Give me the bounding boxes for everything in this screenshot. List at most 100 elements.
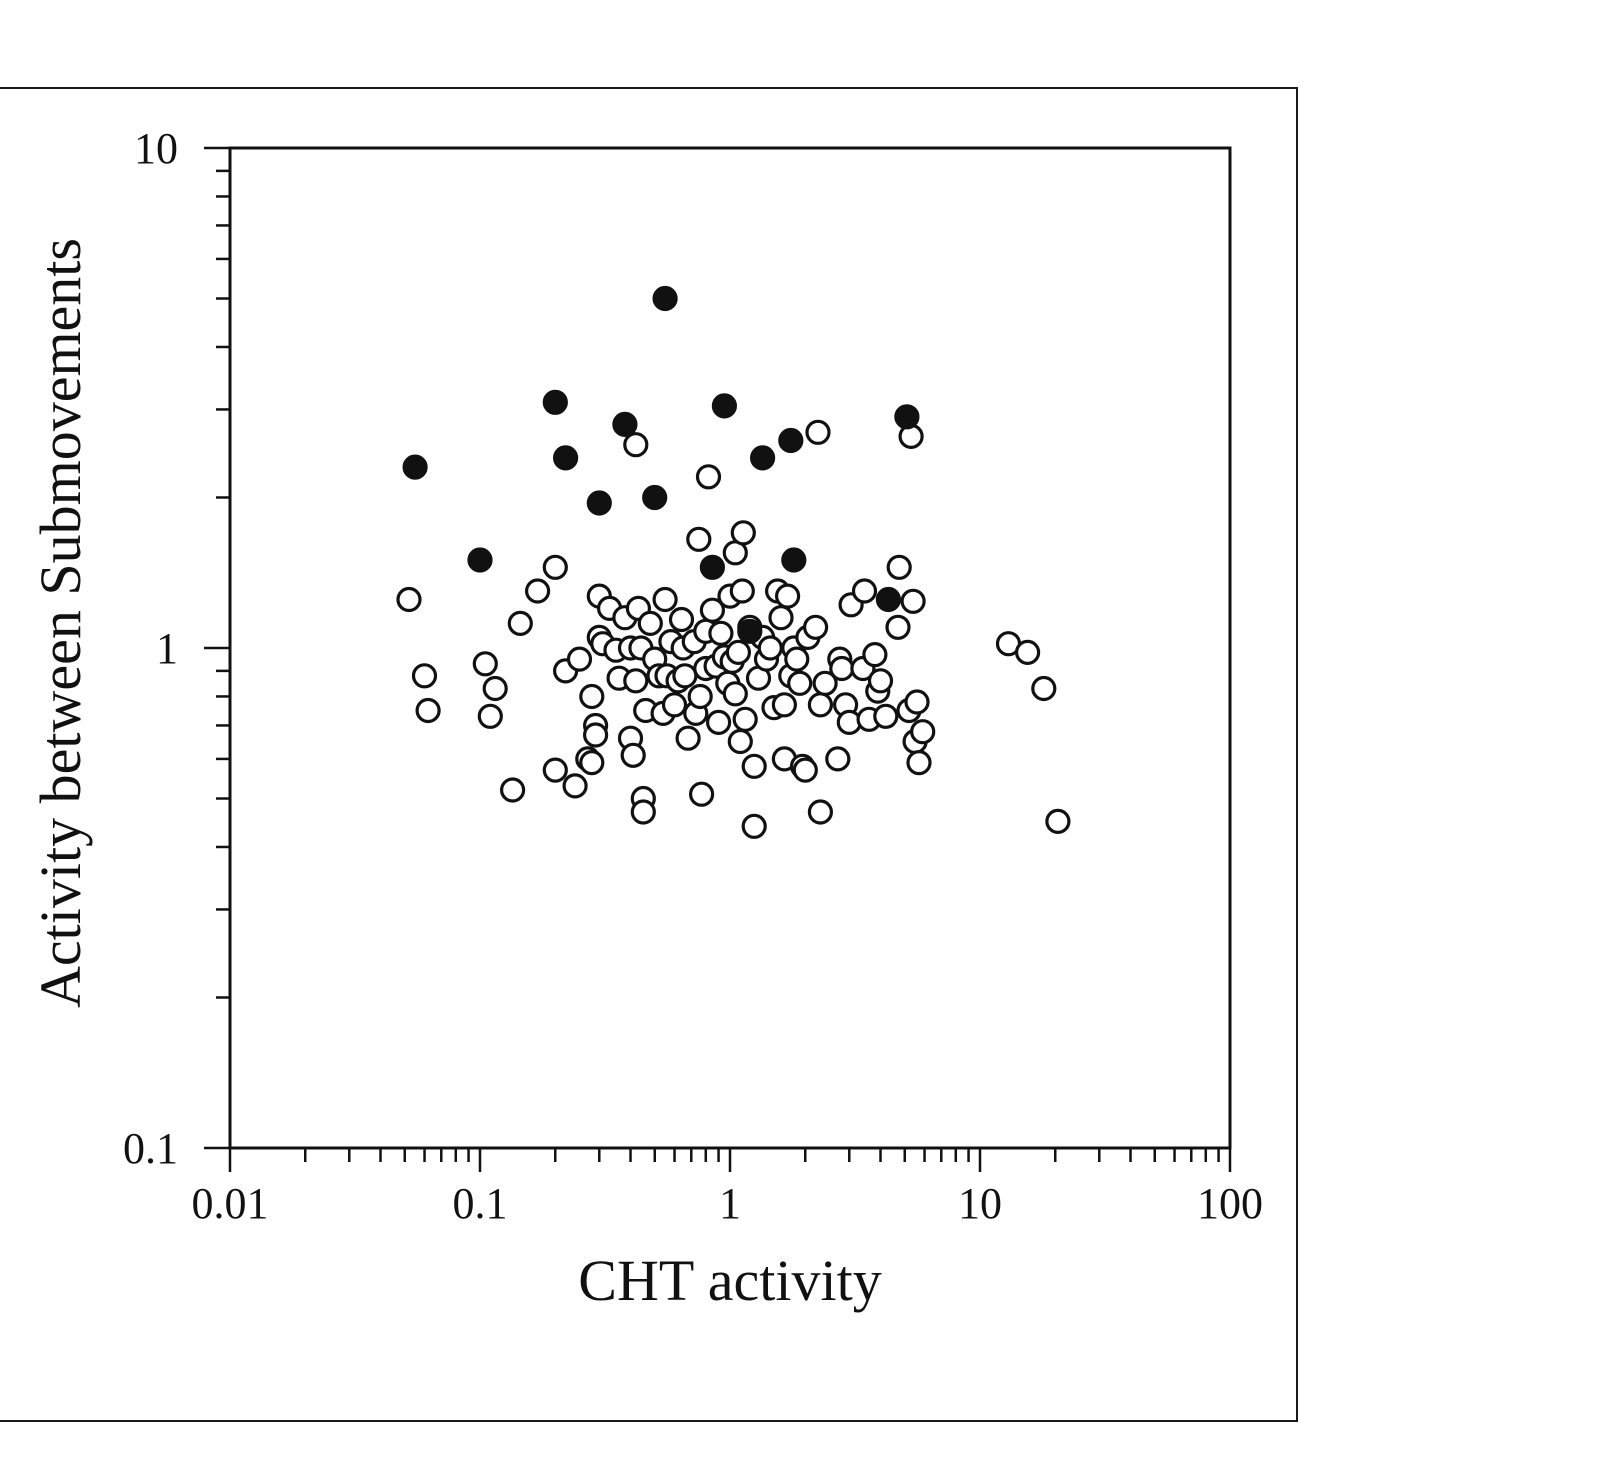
open-data-point [825, 746, 851, 772]
open-data-point [542, 757, 568, 783]
x-tick-label: 10 [958, 1179, 1002, 1228]
open-data-point [862, 641, 888, 668]
open-data-point [900, 588, 926, 614]
open-data-point [623, 432, 649, 458]
open-data-point [732, 706, 758, 732]
open-data-point [867, 668, 894, 694]
open-data-point [686, 526, 712, 552]
open-data-point [792, 757, 818, 783]
filled-data-point [467, 547, 493, 573]
open-data-point [668, 606, 695, 633]
open-data-point [415, 697, 441, 724]
filled-data-point [612, 411, 638, 437]
open-data-point [774, 583, 801, 609]
open-data-point [741, 813, 767, 839]
open-data-point [886, 554, 912, 580]
filled-data-point [642, 484, 668, 511]
filled-data-point [749, 445, 776, 471]
open-data-point [805, 419, 831, 445]
open-data-point [695, 464, 722, 490]
filled-data-point [737, 618, 763, 644]
open-data-point [620, 742, 646, 768]
open-data-point [566, 646, 593, 672]
open-data-point [687, 683, 713, 710]
open-data-point [829, 655, 855, 682]
open-data-point [472, 651, 498, 677]
open-data-point [741, 753, 767, 779]
filled-data-point [781, 547, 807, 573]
filled-data-point [542, 389, 568, 415]
open-data-point [623, 668, 649, 694]
x-tick-label: 1 [719, 1179, 741, 1228]
open-data-point [542, 554, 568, 580]
filled-data-point [875, 586, 902, 613]
open-data-point [524, 578, 551, 604]
filled-data-point [699, 554, 726, 580]
x-tick-label: 100 [1197, 1179, 1263, 1228]
filled-data-point [778, 427, 804, 454]
open-data-point [771, 692, 798, 718]
x-tick-label: 0.1 [453, 1179, 508, 1228]
open-data-point [768, 605, 794, 631]
open-data-point [708, 620, 734, 646]
open-data-point [705, 709, 732, 736]
y-tick-label: 10 [134, 124, 178, 173]
open-data-point [499, 777, 526, 803]
open-data-point [727, 728, 753, 755]
open-data-point [851, 578, 878, 604]
open-data-point [672, 663, 698, 689]
open-data-point [630, 799, 656, 825]
open-data-point [562, 773, 588, 799]
open-data-point [477, 703, 503, 729]
y-axis-label: Activity between Submovements [28, 238, 93, 1008]
open-data-point [582, 722, 609, 748]
open-data-point [396, 586, 422, 613]
tick-marks [204, 146, 1232, 1172]
open-data-point [661, 692, 688, 718]
open-data-point [807, 799, 834, 825]
x-tick-label: 0.01 [192, 1179, 269, 1228]
open-data-point [906, 749, 932, 776]
open-data-point [812, 670, 838, 696]
open-data-point [652, 586, 678, 613]
filled-data-point [586, 490, 612, 516]
open-data-point [675, 725, 701, 751]
y-tick-labels: 0.1 1 10 [123, 124, 178, 1173]
filled-data-point [402, 454, 428, 480]
open-data-point [725, 639, 752, 666]
open-data-point [730, 520, 756, 546]
data-points [396, 285, 1071, 839]
open-data-point [729, 578, 755, 604]
open-data-point [1014, 639, 1041, 666]
x-axis-label: CHT activity [578, 1248, 881, 1313]
open-data-point [885, 614, 911, 640]
open-data-point [699, 597, 726, 623]
open-data-point [688, 781, 715, 807]
open-data-point [873, 703, 899, 729]
open-data-point [722, 681, 748, 707]
filled-data-point [552, 445, 579, 471]
x-tick-labels: 0.01 0.1 1 10 100 [192, 1179, 1264, 1228]
open-data-point [1045, 808, 1071, 835]
y-tick-label: 1 [156, 624, 178, 673]
y-tick-label: 0.1 [123, 1124, 178, 1173]
open-data-point [579, 749, 605, 776]
open-data-point [482, 675, 508, 702]
filled-data-point [711, 393, 738, 419]
open-data-point [787, 670, 813, 696]
open-data-point [910, 719, 936, 745]
open-data-point [904, 689, 930, 715]
open-data-point [757, 635, 783, 661]
open-data-point [507, 610, 533, 637]
filled-data-point [652, 285, 678, 312]
open-data-point [637, 610, 663, 637]
open-data-point [802, 614, 829, 640]
open-data-point [579, 683, 605, 710]
open-data-point [411, 663, 438, 689]
open-data-point [784, 646, 810, 672]
open-data-point [1031, 675, 1057, 702]
open-data-point [807, 692, 834, 718]
filled-data-point [894, 404, 920, 430]
figure-frame [0, 87, 1298, 1422]
